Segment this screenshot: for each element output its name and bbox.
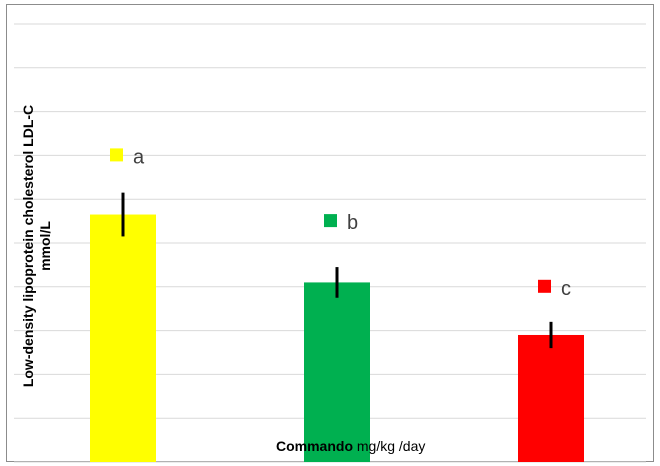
bar-2: [304, 282, 370, 462]
bar-1: [90, 214, 156, 462]
x-axis-label-bold: Commando: [276, 438, 353, 454]
bar-3: [518, 334, 584, 462]
annotation-label-1: a: [133, 146, 145, 168]
annotation-marker-2: [324, 214, 337, 228]
y-axis-label-line1: Low-density lipoprotein cholesterol LDL-…: [20, 104, 36, 388]
annotation-marker-3: [538, 279, 551, 293]
y-axis-label-line2: mmol/L: [37, 221, 53, 271]
annotation-label-2: b: [347, 212, 358, 234]
annotation-label-3: c: [561, 278, 571, 300]
x-axis-label-unit: mg/kg /day: [356, 438, 426, 454]
y-axis-label: Low-density lipoprotein cholesterol LDL-…: [20, 76, 54, 416]
annotation-marker-1: [110, 148, 123, 162]
x-axis-label: Commando mg/kg /day: [276, 438, 425, 454]
